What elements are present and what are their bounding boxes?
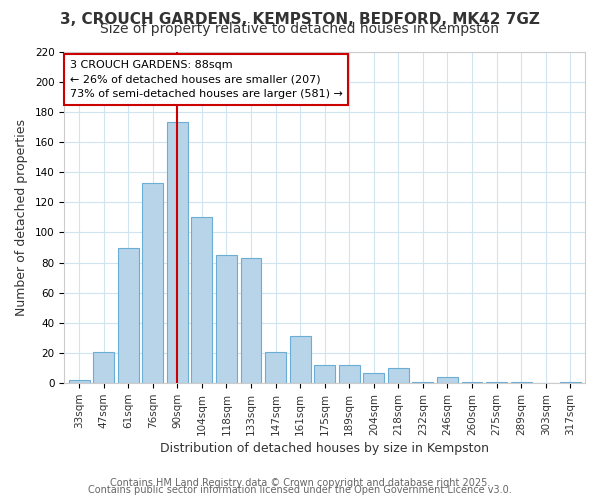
Bar (265, 352, 286, 383)
Bar (93, 352, 114, 383)
Bar (118, 248, 139, 383)
Bar (216, 255, 237, 383)
Bar (461, 382, 482, 383)
Bar (167, 122, 188, 383)
Bar (486, 382, 507, 383)
Bar (314, 365, 335, 383)
Bar (191, 218, 212, 383)
Bar (364, 372, 384, 383)
Bar (437, 377, 458, 383)
Bar (560, 382, 581, 383)
Text: Contains public sector information licensed under the Open Government Licence v3: Contains public sector information licen… (88, 485, 512, 495)
Text: Size of property relative to detached houses in Kempston: Size of property relative to detached ho… (101, 22, 499, 36)
Bar (290, 336, 311, 383)
Bar (69, 380, 89, 383)
Bar (388, 368, 409, 383)
Bar (412, 382, 433, 383)
Bar (511, 382, 532, 383)
Text: Contains HM Land Registry data © Crown copyright and database right 2025.: Contains HM Land Registry data © Crown c… (110, 478, 490, 488)
Bar (241, 258, 262, 383)
Bar (339, 365, 360, 383)
Bar (142, 182, 163, 383)
Y-axis label: Number of detached properties: Number of detached properties (15, 119, 28, 316)
Text: 3 CROUCH GARDENS: 88sqm
← 26% of detached houses are smaller (207)
73% of semi-d: 3 CROUCH GARDENS: 88sqm ← 26% of detache… (70, 60, 343, 100)
X-axis label: Distribution of detached houses by size in Kempston: Distribution of detached houses by size … (160, 442, 489, 455)
Text: 3, CROUCH GARDENS, KEMPSTON, BEDFORD, MK42 7GZ: 3, CROUCH GARDENS, KEMPSTON, BEDFORD, MK… (60, 12, 540, 28)
